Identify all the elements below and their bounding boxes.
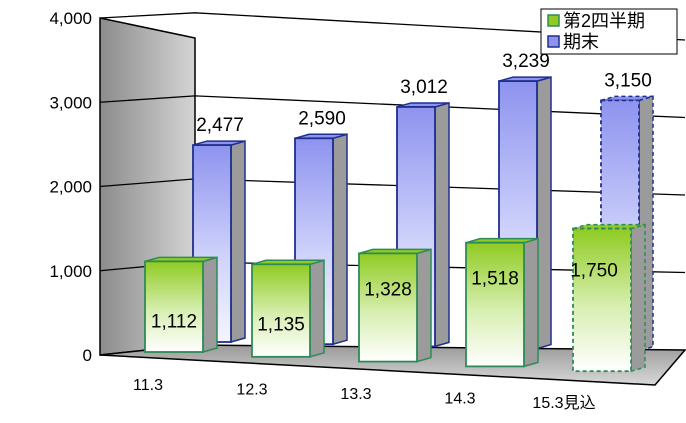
bar-第2四半期 bbox=[572, 223, 646, 373]
data-label: 3,150 bbox=[604, 70, 652, 91]
series-front-bars bbox=[144, 223, 646, 373]
bar-第2四半期 bbox=[358, 248, 432, 363]
gridline bbox=[99, 12, 686, 41]
y-tick-label: 4,000 bbox=[49, 9, 92, 28]
legend-label-q2: 第2四半期 bbox=[563, 11, 645, 31]
data-label: 1,112 bbox=[151, 311, 197, 332]
legend-label-end: 期末 bbox=[563, 32, 599, 52]
data-label: 1,750 bbox=[570, 261, 618, 282]
data-label: 3,012 bbox=[400, 77, 448, 98]
data-label: 3,239 bbox=[502, 51, 550, 72]
y-tick-label: 0 bbox=[83, 346, 92, 365]
data-label: 1,328 bbox=[364, 279, 412, 300]
legend: 第2四半期 期末 bbox=[540, 8, 678, 55]
bar-第2四半期 bbox=[144, 256, 218, 353]
x-tick-label: 14.3 bbox=[444, 391, 475, 408]
data-label: 1,518 bbox=[471, 269, 519, 290]
data-labels: 2,477 1,112 2,590 1,135 3,012 1,328 3,239 1,518… bbox=[151, 51, 652, 335]
x-tick-label: 15.3見込 bbox=[532, 394, 595, 412]
data-label: 1,135 bbox=[257, 314, 305, 335]
x-tick-label: 11.3 bbox=[133, 377, 163, 394]
x-tick-label: 12.3 bbox=[236, 382, 267, 399]
x-axis-ticks: 11.3 12.3 13.3 14.3 15.3見込 bbox=[133, 377, 596, 412]
legend-swatch-q2 bbox=[547, 14, 560, 27]
legend-swatch-end bbox=[547, 35, 560, 48]
bar-第2四半期 bbox=[251, 259, 325, 358]
y-axis-ticks: 0 1,000 2,000 3,000 4,000 bbox=[49, 9, 92, 365]
data-label: 2,590 bbox=[298, 108, 346, 129]
x-tick-label: 13.3 bbox=[340, 386, 371, 403]
y-tick-label: 3,000 bbox=[49, 93, 92, 112]
y-tick-label: 1,000 bbox=[49, 262, 92, 281]
data-label: 2,477 bbox=[196, 115, 244, 136]
bar-第2四半期 bbox=[465, 237, 539, 368]
legend-box bbox=[540, 8, 678, 55]
y-tick-label: 2,000 bbox=[49, 178, 92, 197]
